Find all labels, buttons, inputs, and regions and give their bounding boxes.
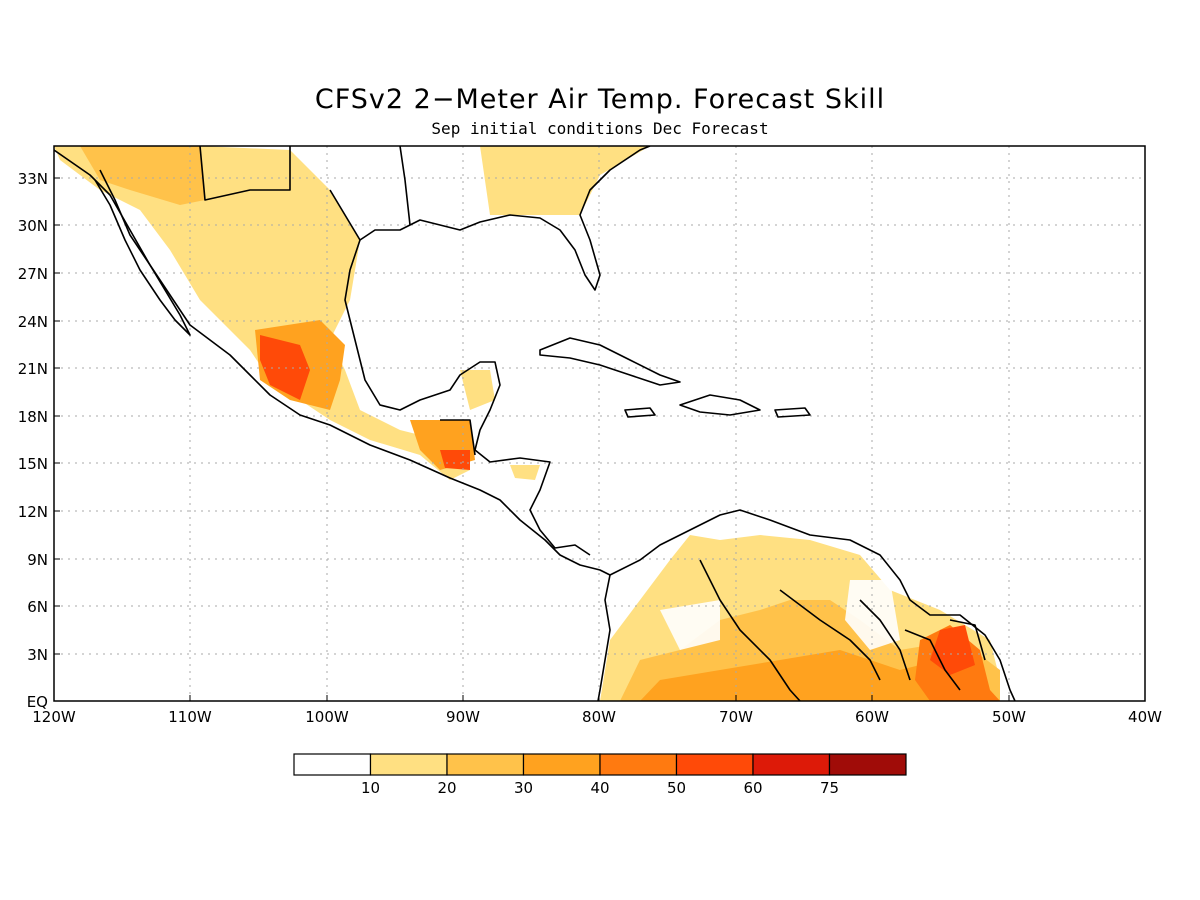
lat-label: EQ (27, 693, 48, 711)
grid-lines (54, 146, 1145, 701)
legend-swatch (369, 753, 448, 776)
lon-label: 60W (855, 708, 889, 726)
map-subtitle: Sep initial conditions Dec Forecast (431, 119, 769, 138)
legend-swatch (446, 753, 525, 776)
latitude-labels: 33N 30N 27N 24N 21N 18N 15N 12N 9N 6N 3N… (18, 170, 48, 711)
lat-label: 12N (18, 503, 48, 521)
legend-swatch (828, 753, 907, 776)
lat-label: 3N (27, 646, 48, 664)
legend-label: 20 (437, 779, 456, 797)
lat-label: 15N (18, 455, 48, 473)
lat-label: 21N (18, 360, 48, 378)
lon-label: 90W (446, 708, 480, 726)
lon-label: 110W (168, 708, 212, 726)
longitude-labels: 120W 110W 100W 90W 80W 70W 60W 50W 40W (32, 708, 1162, 726)
legend-label: 75 (820, 779, 839, 797)
lat-label: 27N (18, 265, 48, 283)
legend-label: 30 (514, 779, 533, 797)
tick-marks (54, 177, 1010, 701)
coastlines (54, 146, 1016, 701)
lon-label: 120W (32, 708, 76, 726)
lon-label: 40W (1128, 708, 1162, 726)
legend-label: 50 (667, 779, 686, 797)
legend-label: 40 (590, 779, 609, 797)
lat-label: 30N (18, 217, 48, 235)
lat-label: 24N (18, 313, 48, 331)
lon-label: 70W (719, 708, 753, 726)
lat-label: 6N (27, 598, 48, 616)
legend-label: 10 (361, 779, 380, 797)
lon-label: 80W (582, 708, 616, 726)
legend-swatch (599, 753, 678, 776)
legend-swatch (752, 753, 831, 776)
lon-label: 50W (992, 708, 1026, 726)
color-legend: 10 20 30 40 50 60 75 (293, 753, 907, 797)
lat-label: 33N (18, 170, 48, 188)
lat-label: 9N (27, 551, 48, 569)
legend-swatch (675, 753, 754, 776)
skill-shading (54, 146, 1000, 701)
lat-label: 18N (18, 408, 48, 426)
legend-swatch (293, 753, 372, 776)
legend-label: 60 (743, 779, 762, 797)
map-title: CFSv2 2−Meter Air Temp. Forecast Skill (314, 84, 886, 115)
lon-label: 100W (305, 708, 349, 726)
legend-swatch (522, 753, 601, 776)
